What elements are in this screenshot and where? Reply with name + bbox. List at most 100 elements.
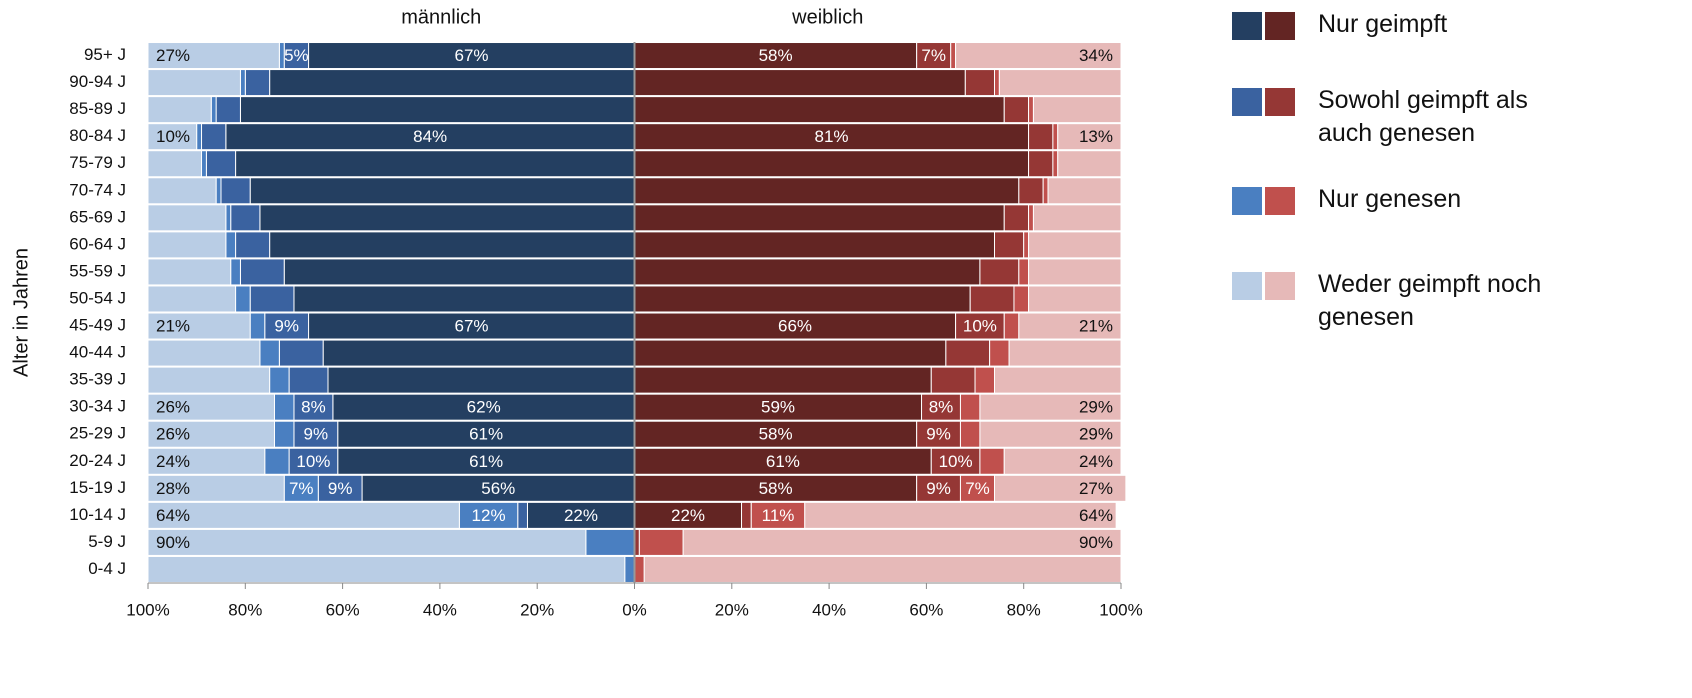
legend-swatch: [1232, 187, 1262, 215]
bar-segment: [147, 366, 271, 394]
bar-segment: [147, 528, 587, 556]
bar-segment: [147, 447, 266, 475]
bar-segment: [458, 501, 519, 529]
bar-segment: [249, 312, 266, 340]
data-label: 29%: [1079, 398, 1113, 417]
bar-segment: [220, 177, 251, 205]
bar-segment: [201, 150, 207, 178]
bar-segment: [526, 501, 635, 529]
bar-segment: [930, 366, 976, 394]
bar-segment: [643, 555, 1122, 583]
bar-segment: [634, 555, 645, 583]
bar-segment: [1052, 123, 1059, 151]
bar-segment: [264, 447, 290, 475]
bar-segment: [288, 447, 339, 475]
bar-segment: [1028, 285, 1122, 313]
data-label: 22%: [671, 506, 705, 525]
x-tick-label: 100%: [1099, 600, 1142, 619]
bar-segment: [950, 42, 957, 70]
data-label: 64%: [156, 506, 190, 525]
bar-segment: [1028, 96, 1034, 124]
bar-segment: [235, 150, 635, 178]
data-label: 8%: [929, 398, 954, 417]
bar-segment: [634, 474, 918, 502]
bar-segment: [994, 366, 1122, 394]
bar-segment: [959, 393, 981, 421]
data-label: 10%: [156, 127, 190, 146]
legend-swatch: [1265, 88, 1295, 116]
bar-segment: [1047, 177, 1122, 205]
bar-segment: [1003, 204, 1030, 232]
data-label: 10%: [939, 452, 973, 471]
bar-segment: [624, 555, 636, 583]
bar-segment: [230, 258, 241, 286]
data-label: 9%: [926, 479, 951, 498]
bar-segment: [1057, 150, 1122, 178]
bar-segment: [361, 474, 635, 502]
bar-segment: [147, 501, 460, 529]
data-label: 7%: [921, 46, 946, 65]
bar-segment: [634, 285, 971, 313]
y-tick-label: 25-29 J: [69, 424, 126, 443]
bar-segment: [964, 69, 996, 97]
bar-segment: [147, 312, 251, 340]
bar-segment: [1042, 177, 1049, 205]
bar-segment: [634, 96, 1005, 124]
y-tick-label: 30-34 J: [69, 397, 126, 416]
bar-segment: [955, 42, 1122, 70]
bar-segment: [322, 339, 635, 367]
data-label: 10%: [963, 317, 997, 336]
bar-segment: [147, 69, 241, 97]
bar-segment: [269, 366, 290, 394]
data-label: 29%: [1079, 425, 1113, 444]
data-label: 24%: [1079, 452, 1113, 471]
y-tick-label: 35-39 J: [69, 370, 126, 389]
group-title: weiblich: [791, 6, 863, 28]
data-label: 84%: [413, 127, 447, 146]
x-tick-label: 40%: [423, 600, 457, 619]
legend-swatch: [1265, 272, 1295, 300]
y-tick-label: 80-84 J: [69, 126, 126, 145]
bar-segment: [517, 501, 528, 529]
bar-segment: [147, 339, 261, 367]
bar-segment: [278, 339, 324, 367]
data-label: 7%: [289, 479, 314, 498]
bar-segment: [1018, 177, 1044, 205]
bar-segment: [239, 96, 635, 124]
bar-segment: [1028, 150, 1054, 178]
bar-segment: [230, 204, 261, 232]
group-title: männlich: [401, 6, 481, 28]
bar-segment: [1008, 339, 1122, 367]
data-label: 64%: [1079, 506, 1113, 525]
y-tick-label: 75-79 J: [69, 153, 126, 172]
y-tick-label: 5-9 J: [88, 532, 126, 551]
data-label: 58%: [759, 479, 793, 498]
bar-segment: [1003, 312, 1020, 340]
y-tick-label: 20-24 J: [69, 451, 126, 470]
data-label: 22%: [564, 506, 598, 525]
bar-segment: [1057, 123, 1122, 151]
data-label: 26%: [156, 398, 190, 417]
bar-segment: [979, 393, 1122, 421]
bar-segment: [741, 501, 752, 529]
bar-segment: [196, 123, 203, 151]
bar-segment: [979, 258, 1020, 286]
y-axis-label: Alter in Jahren: [10, 248, 32, 377]
bar-segment: [249, 285, 295, 313]
bar-segment: [147, 555, 626, 583]
data-label: 67%: [455, 317, 489, 336]
bar-segment: [979, 420, 1122, 448]
bar-segment: [308, 42, 635, 70]
bar-segment: [205, 150, 237, 178]
legend-label: Weder geimpft noch genesen: [1318, 270, 1542, 331]
bar-segment: [147, 123, 198, 151]
x-tick-label: 80%: [228, 600, 262, 619]
chart: männlich weiblich Alter in Jahren 95+ J 67% 5…: [10, 6, 1142, 619]
data-label: 90%: [1079, 533, 1113, 552]
y-tick-label: 65-69 J: [69, 207, 126, 226]
data-label: 90%: [156, 533, 190, 552]
x-tick-label: 20%: [715, 600, 749, 619]
bar-segment: [239, 258, 285, 286]
bar-segment: [634, 339, 947, 367]
data-label: 9%: [274, 317, 299, 336]
